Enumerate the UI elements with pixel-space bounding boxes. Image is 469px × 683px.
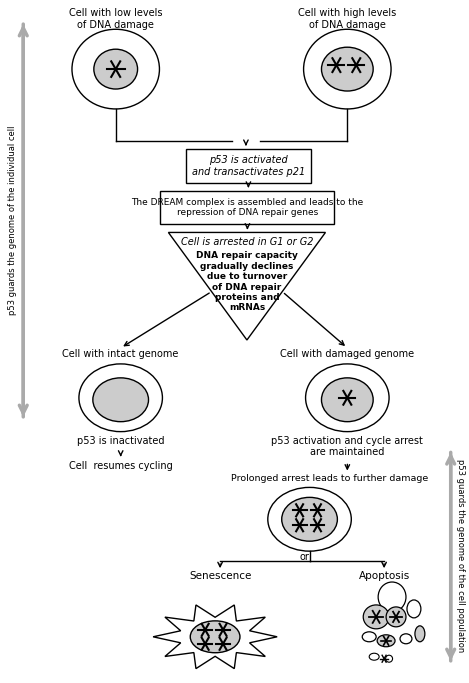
Text: p53 activation and cycle arrest
are maintained: p53 activation and cycle arrest are main…: [272, 436, 423, 457]
Ellipse shape: [94, 49, 137, 89]
Text: Cell with high levels
of DNA damage: Cell with high levels of DNA damage: [298, 8, 396, 30]
Text: DNA repair capacity
gradually declines
due to turnover
of DNA repair
proteins an: DNA repair capacity gradually declines d…: [196, 251, 298, 312]
FancyBboxPatch shape: [160, 191, 334, 225]
Ellipse shape: [268, 488, 351, 551]
Ellipse shape: [93, 378, 149, 421]
Ellipse shape: [306, 364, 389, 432]
FancyBboxPatch shape: [186, 149, 310, 182]
Text: The DREAM complex is assembled and leads to the
repression of DNA repair genes: The DREAM complex is assembled and leads…: [131, 198, 363, 217]
Text: Cell with damaged genome: Cell with damaged genome: [280, 349, 415, 359]
Ellipse shape: [407, 600, 421, 618]
Ellipse shape: [377, 635, 395, 647]
Ellipse shape: [282, 497, 337, 541]
Text: Cell with low levels
of DNA damage: Cell with low levels of DNA damage: [69, 8, 162, 30]
Text: p53 is activated
and transactivates p21: p53 is activated and transactivates p21: [192, 155, 305, 176]
Text: Senescence: Senescence: [189, 571, 251, 581]
Text: Prolonged arrest leads to further damage: Prolonged arrest leads to further damage: [231, 475, 428, 484]
Text: or: or: [300, 552, 310, 562]
Text: Cell is arrested in G1 or G2: Cell is arrested in G1 or G2: [181, 238, 313, 247]
Ellipse shape: [72, 29, 159, 109]
Ellipse shape: [362, 632, 376, 642]
Ellipse shape: [415, 626, 425, 642]
Ellipse shape: [369, 653, 379, 660]
Text: Apoptosis: Apoptosis: [358, 571, 410, 581]
Text: Cell with intact genome: Cell with intact genome: [62, 349, 179, 359]
Text: p53 guards the genome of the cell population: p53 guards the genome of the cell popula…: [456, 460, 465, 653]
Ellipse shape: [79, 364, 162, 432]
Ellipse shape: [321, 378, 373, 421]
Ellipse shape: [321, 47, 373, 91]
Text: Cell  resumes cycling: Cell resumes cycling: [69, 460, 173, 471]
Text: p53 guards the genome of the individual cell: p53 guards the genome of the individual …: [8, 126, 17, 316]
Ellipse shape: [378, 582, 406, 612]
Ellipse shape: [386, 655, 393, 663]
Ellipse shape: [363, 605, 389, 629]
Ellipse shape: [386, 607, 406, 627]
Text: p53 is inactivated: p53 is inactivated: [77, 436, 165, 445]
Ellipse shape: [190, 621, 240, 653]
Ellipse shape: [303, 29, 391, 109]
Ellipse shape: [400, 634, 412, 644]
